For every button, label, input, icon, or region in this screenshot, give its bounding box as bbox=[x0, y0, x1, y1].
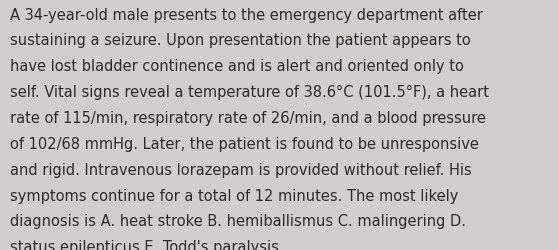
Text: rate of 115/min, respiratory rate of 26/min, and a blood pressure: rate of 115/min, respiratory rate of 26/… bbox=[10, 110, 486, 126]
Text: and rigid. Intravenous lorazepam is provided without relief. His: and rigid. Intravenous lorazepam is prov… bbox=[10, 162, 472, 177]
Text: sustaining a seizure. Upon presentation the patient appears to: sustaining a seizure. Upon presentation … bbox=[10, 33, 471, 48]
Text: of 102/68 mmHg. Later, the patient is found to be unresponsive: of 102/68 mmHg. Later, the patient is fo… bbox=[10, 136, 479, 151]
Text: have lost bladder continence and is alert and oriented only to: have lost bladder continence and is aler… bbox=[10, 59, 464, 74]
Text: self. Vital signs reveal a temperature of 38.6°C (101.5°F), a heart: self. Vital signs reveal a temperature o… bbox=[10, 85, 489, 100]
Text: diagnosis is A. heat stroke B. hemiballismus C. malingering D.: diagnosis is A. heat stroke B. hemiballi… bbox=[10, 214, 466, 228]
Text: symptoms continue for a total of 12 minutes. The most likely: symptoms continue for a total of 12 minu… bbox=[10, 188, 459, 203]
Text: status epilepticus E. Todd's paralysis: status epilepticus E. Todd's paralysis bbox=[10, 239, 279, 250]
Text: A 34-year-old male presents to the emergency department after: A 34-year-old male presents to the emerg… bbox=[10, 8, 483, 22]
